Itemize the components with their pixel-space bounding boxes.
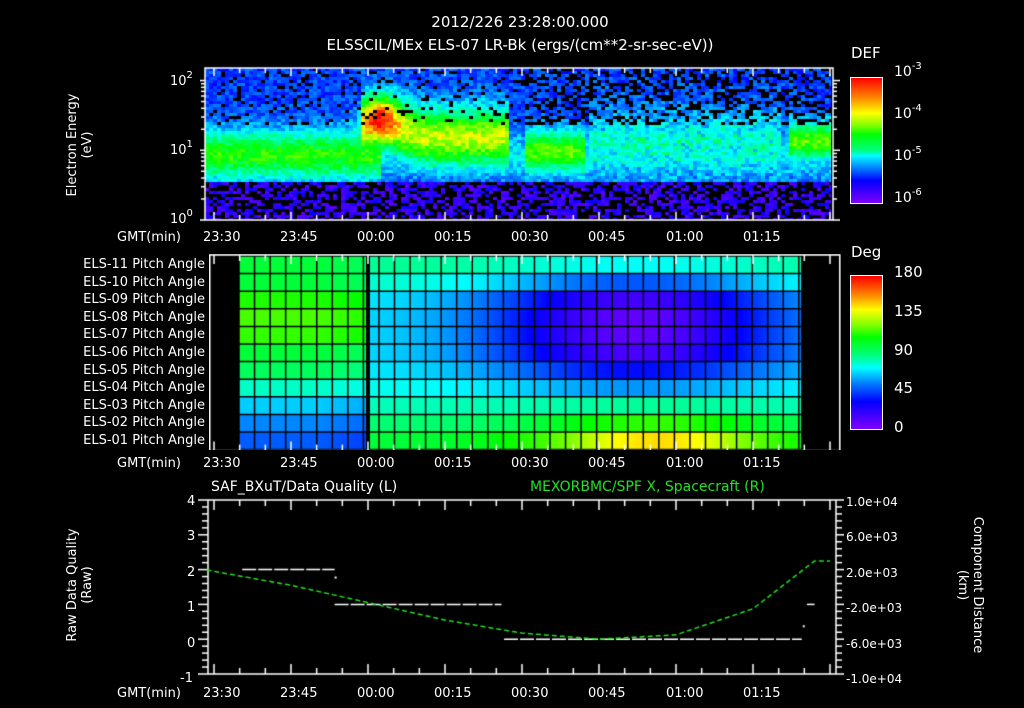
- time-tick: 00:45: [588, 230, 626, 245]
- right-ytick: -1.0e+04: [846, 672, 903, 686]
- pitch-row-label: ELS-08 Pitch Angle: [83, 309, 205, 325]
- time-tick: 01:15: [743, 686, 781, 701]
- panel3-ylabel-right: Component Distance (km): [955, 495, 985, 675]
- pitch-row-label: ELS-11 Pitch Angle: [83, 257, 205, 272]
- left-ytick: 2: [187, 565, 196, 580]
- pitch-row-label: ELS-03 Pitch Angle: [83, 397, 205, 413]
- panel1-ytick-10: 101: [170, 139, 193, 158]
- pitch-row-labels: ELS-11 Pitch Angle ELS-10 Pitch Angle EL…: [40, 257, 205, 451]
- time-tick: 01:00: [666, 686, 704, 701]
- time-tick: 23:45: [280, 686, 318, 701]
- panel3-ylabel-left-line2: (Raw): [80, 566, 95, 604]
- pitch-row-label: ELS-05 Pitch Angle: [83, 362, 205, 378]
- panel3-ylabel-right-line2: (km): [955, 569, 970, 601]
- colorbar-def-tick: 10-6: [894, 187, 922, 206]
- time-tick: 01:00: [666, 456, 704, 471]
- colorbar-deg-tick: 0: [894, 418, 904, 436]
- panel1-ylabel: Electron Energy (eV): [65, 45, 95, 245]
- panel3-ylabel-left: Raw Data Quality (Raw): [65, 495, 95, 675]
- panel3-ylabel-left-line1: Raw Data Quality: [65, 528, 80, 642]
- panel3-right-title: MEXORBMC/SPF X, Spacecraft (R): [530, 479, 765, 495]
- time-tick: 23:45: [280, 230, 318, 245]
- colorbar-def-tick: 10-3: [894, 61, 922, 80]
- time-tick: 01:15: [743, 456, 781, 471]
- colorbar-deg: [850, 275, 883, 430]
- pitch-row-label: ELS-04 Pitch Angle: [83, 380, 205, 396]
- time-tick: 23:45: [280, 456, 318, 471]
- panel3-ylabel-right-line1: Component Distance: [970, 516, 985, 654]
- time-tick: 23:30: [203, 456, 241, 471]
- colorbar-deg-tick: 45: [894, 379, 914, 397]
- time-tick: 00:15: [434, 230, 472, 245]
- time-tick: 00:00: [357, 456, 395, 471]
- left-ytick: -1: [180, 671, 193, 686]
- right-ytick: -2.0e+03: [846, 601, 903, 615]
- colorbar-def: [850, 77, 883, 204]
- pitch-row-label: ELS-02 Pitch Angle: [83, 415, 205, 431]
- plot-subtitle: ELSSCIL/MEx ELS-07 LR-Bk (ergs/(cm**2-sr…: [326, 36, 714, 54]
- panel2-time-label: GMT(min): [117, 456, 181, 471]
- right-ytick: 2.0e+03: [846, 566, 898, 580]
- time-tick: 00:30: [511, 230, 549, 245]
- colorbar-deg-tick: 135: [894, 302, 923, 320]
- left-ytick: 1: [187, 600, 196, 615]
- time-tick: 23:30: [203, 686, 241, 701]
- left-ytick: 4: [187, 494, 196, 509]
- pitch-angle-grid: [209, 254, 841, 450]
- plot-timestamp: 2012/226 23:28:00.000: [431, 13, 609, 31]
- time-tick: 23:30: [203, 230, 241, 245]
- panel3-time-label: GMT(min): [117, 686, 181, 701]
- time-tick: 00:45: [588, 456, 626, 471]
- panel1-ylabel-line2: (eV): [80, 131, 95, 159]
- time-tick: 00:45: [588, 686, 626, 701]
- panel2-time-ticks: 23:30 23:45 00:00 00:15 00:30 00:45 01:0…: [200, 456, 840, 472]
- panel1-time-ticks: 23:30 23:45 00:00 00:15 00:30 00:45 01:0…: [200, 230, 840, 246]
- colorbar-def-tick: 10-4: [894, 103, 922, 122]
- right-ytick: -6.0e+03: [846, 637, 903, 651]
- time-tick: 00:15: [434, 686, 472, 701]
- time-tick: 00:30: [511, 456, 549, 471]
- pitch-row-label: ELS-06 Pitch Angle: [83, 344, 205, 360]
- pitch-row-label: ELS-09 Pitch Angle: [83, 292, 205, 308]
- spectrogram-axes: [200, 64, 840, 224]
- panel1-ylabel-line1: Electron Energy: [65, 93, 80, 197]
- panel3-time-ticks: 23:30 23:45 00:00 00:15 00:30 00:45 01:0…: [200, 686, 840, 702]
- time-tick: 00:30: [511, 686, 549, 701]
- time-tick: 01:15: [743, 230, 781, 245]
- time-tick: 00:00: [357, 686, 395, 701]
- panel1-time-label: GMT(min): [117, 230, 181, 245]
- time-tick: 00:00: [357, 230, 395, 245]
- time-tick: 00:15: [434, 456, 472, 471]
- colorbar-deg-title: Deg: [851, 243, 882, 261]
- right-ytick: 1.0e+04: [846, 495, 898, 509]
- pitch-row-label: ELS-10 Pitch Angle: [83, 274, 205, 290]
- data-quality-line-plot: [198, 496, 844, 682]
- colorbar-deg-tick: 180: [894, 263, 923, 281]
- colorbar-def-title: DEF: [851, 44, 881, 62]
- right-ytick: 6.0e+03: [846, 530, 898, 544]
- time-tick: 01:00: [666, 230, 704, 245]
- left-ytick: 3: [187, 529, 196, 544]
- pitch-row-label: ELS-01 Pitch Angle: [83, 432, 205, 448]
- pitch-row-label: ELS-07 Pitch Angle: [83, 327, 205, 343]
- panel3-left-title: SAF_BXuT/Data Quality (L): [211, 479, 398, 495]
- panel1-ytick-1: 100: [170, 208, 193, 227]
- colorbar-deg-tick: 90: [894, 341, 914, 359]
- colorbar-def-tick: 10-5: [894, 145, 922, 164]
- left-ytick: 0: [187, 636, 196, 651]
- panel1-ytick-100: 102: [170, 70, 193, 89]
